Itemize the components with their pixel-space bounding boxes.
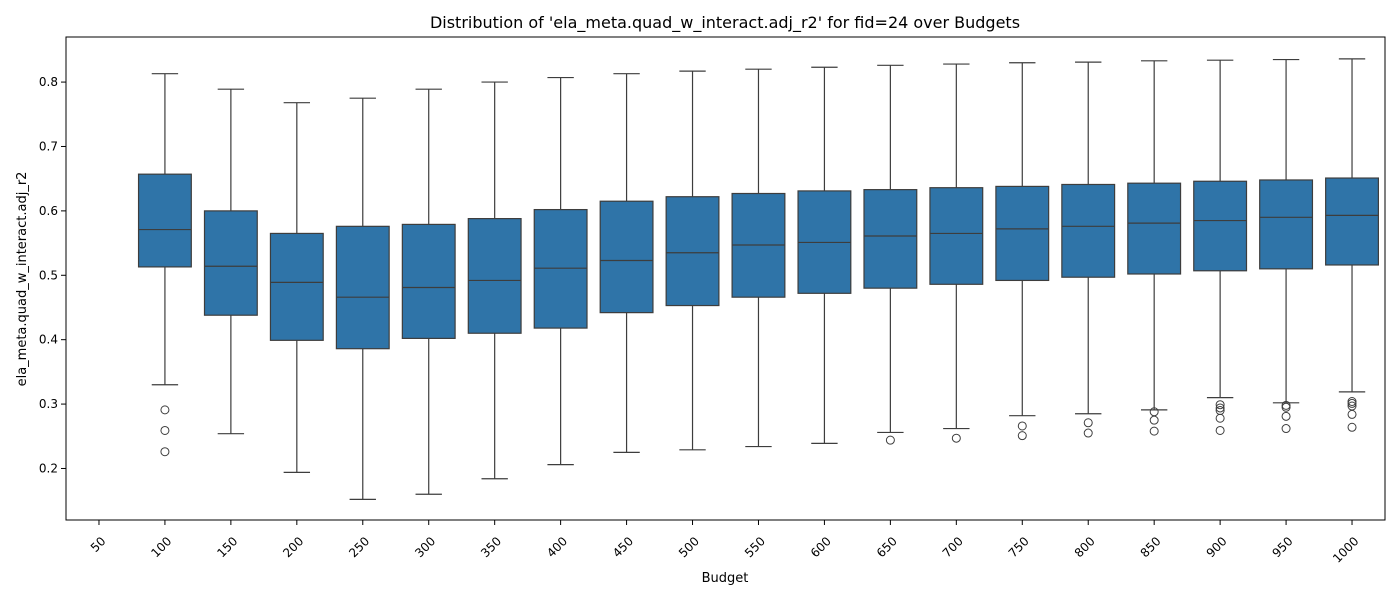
y-tick-label: 0.8 (39, 75, 58, 89)
box-iqr (1259, 179, 1314, 270)
x-tick-label: 650 (874, 534, 900, 560)
box-iqr (995, 185, 1050, 282)
x-tick-label: 500 (676, 534, 702, 560)
x-tick-label: 100 (148, 534, 174, 560)
outlier-point (1149, 415, 1159, 425)
x-tick-label: 950 (1270, 534, 1296, 560)
axes-frame (65, 36, 1386, 521)
outlier-point (1215, 413, 1225, 423)
outlier-point (1347, 398, 1357, 408)
x-tick-label: 750 (1006, 534, 1032, 560)
outlier-point (1347, 397, 1357, 407)
box-iqr (533, 208, 588, 329)
outlier-point (1017, 421, 1027, 431)
x-tick-label: 900 (1204, 534, 1230, 560)
outlier-point (951, 433, 961, 443)
box-iqr (1325, 177, 1380, 266)
outlier-point (1083, 428, 1093, 438)
x-tick-label: 300 (412, 534, 438, 560)
outlier-point (160, 447, 170, 457)
y-tick-label: 0.2 (39, 461, 58, 475)
x-tick-label: 400 (544, 534, 570, 560)
outlier-point (1215, 403, 1225, 413)
x-tick-label: 250 (346, 534, 372, 560)
x-tick-label: 850 (1138, 534, 1164, 560)
outlier-point (1347, 409, 1357, 419)
x-axis-label: Budget (702, 571, 749, 586)
y-tick-label: 0.5 (39, 268, 58, 282)
y-axis-label: ela_meta.quad_w_interact.adj_r2 (15, 172, 30, 387)
y-tick-label: 0.6 (39, 204, 58, 218)
box-iqr (1127, 182, 1182, 275)
outlier-point (1083, 418, 1093, 428)
chart-title: Distribution of 'ela_meta.quad_w_interac… (430, 13, 1020, 33)
box-iqr (203, 210, 258, 316)
outlier-point (160, 425, 170, 435)
box-iqr (1193, 180, 1248, 272)
y-tick-label: 0.3 (39, 397, 58, 411)
outlier-point (1347, 422, 1357, 432)
box-iqr (269, 232, 324, 341)
y-tick-label: 0.7 (39, 139, 58, 153)
x-tick-label: 700 (940, 534, 966, 560)
x-tick-label: 550 (742, 534, 768, 560)
plot-area: 0.2 0.3 0.4 0.5 0.6 0.7 0.8 50 100 150 200 250 300 35… (39, 36, 1386, 566)
outlier-point (1281, 424, 1291, 434)
x-tick-label: 150 (214, 534, 240, 560)
x-tick-label: 1000 (1330, 534, 1361, 565)
x-tick-label: 800 (1072, 534, 1098, 560)
box-iqr (665, 196, 720, 307)
box-iqr (467, 218, 522, 334)
box-iqr (335, 225, 390, 350)
x-tick-label: 200 (280, 534, 306, 560)
outlier-point (1017, 431, 1027, 441)
x-tick-label: 350 (478, 534, 504, 560)
x-tick-label: 600 (808, 534, 834, 560)
outlier-point (1281, 411, 1291, 421)
x-tick-label: 50 (88, 534, 109, 555)
y-tick-label: 0.4 (39, 333, 58, 347)
box-iqr (401, 223, 456, 339)
outlier-point (1215, 425, 1225, 435)
outlier-point (160, 405, 170, 415)
box-iqr (599, 200, 654, 314)
x-tick-label: 450 (610, 534, 636, 560)
outlier-point (1149, 426, 1159, 436)
box-iqr (137, 173, 192, 268)
outlier-point (1215, 400, 1225, 410)
box-iqr (929, 187, 984, 285)
box-iqr (1061, 183, 1116, 278)
box-iqr (863, 189, 918, 289)
outlier-point (1281, 402, 1291, 412)
outlier-point (885, 435, 895, 445)
